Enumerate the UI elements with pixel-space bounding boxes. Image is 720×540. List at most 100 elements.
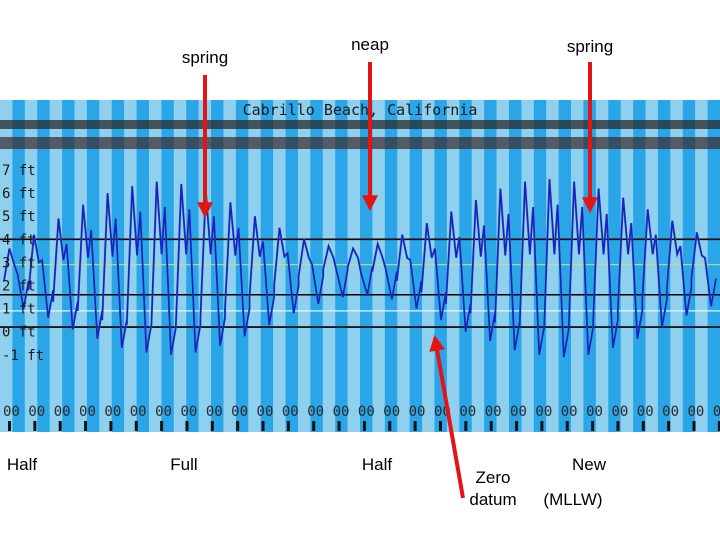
x-tick-mark [641,421,645,431]
x-tick-label: 00 [688,404,705,420]
stripe [99,100,113,432]
x-tick-label: 00 [28,404,45,420]
stripe [707,100,720,432]
top-label-neap: neap [351,35,389,54]
y-tick-label: 7 ft [2,163,36,179]
chart-title: Cabrillo Beach, California [243,101,478,119]
tide-series [2,179,718,358]
bottom-label-full: Full [170,455,197,474]
stripe [459,100,473,432]
x-tick-label: 00 [307,404,324,420]
x-tick-label: 00 [586,404,603,420]
x-tick-mark [413,421,417,431]
stripe [260,100,274,432]
x-tick-label: 00 [3,404,20,420]
stripe [124,100,137,432]
x-tick-mark [717,421,720,431]
x-tick-mark [109,421,113,431]
annotation-arrows [197,62,598,499]
x-tick-label: 00 [130,404,147,420]
stripe [148,100,162,432]
y-tick-label: -1 ft [2,348,44,364]
x-tick-mark [616,421,620,431]
x-tick-mark [160,421,164,431]
stripe [235,100,249,432]
bottom-label-half-left: Half [7,455,38,474]
stripe [397,100,410,432]
header-noise-row [0,137,720,149]
header-noise [0,120,720,149]
top-label-spring-left: spring [182,48,228,67]
stripe [12,100,26,432]
stripe [223,100,237,432]
stripe [310,100,324,432]
top-label-spring-right: spring [567,37,613,56]
stripe [322,100,336,432]
x-tick-label: 00 [282,404,299,420]
stripe [645,100,659,432]
stripe [248,100,261,432]
stripe [384,100,398,432]
stripe [446,100,460,432]
x-tick-label: 00 [180,404,197,420]
x-tick-label: 00 [79,404,96,420]
bottom-label-half-mid: Half [362,455,393,474]
x-tick-mark [591,421,595,431]
stripe [297,100,311,432]
x-tick-label: 00 [155,404,172,420]
x-tick-mark [438,421,442,431]
x-tick-mark [8,421,11,431]
stripe [546,100,559,432]
x-tick-mark [489,421,493,431]
stripe [571,100,584,432]
annotation-arrow [429,334,465,499]
stripe [608,100,621,432]
x-tick-label: 00 [54,404,71,420]
x-tick-mark [236,421,240,431]
x-tick-label: 00 [383,404,400,420]
x-tick-label: 00 [637,404,654,420]
x-tick-mark [667,421,671,431]
y-axis-ticks: 7 ft 6 ft 5 ft 4 ft 3 ft 2 ft 1 ft 0 ft -1 ft [2,163,44,364]
y-tick-label: 6 ft [2,186,36,202]
stripe [682,100,696,432]
x-tick-mark [515,421,519,431]
y-tick-label: 2 ft [2,279,36,295]
stripe [198,100,212,432]
bottom-label-zero-datum: Zero datum [469,468,516,509]
stripe [657,100,671,432]
stripe [484,100,497,432]
x-tick-mark [58,421,62,431]
x-tick-label: 00 [257,404,274,420]
x-tick-label: 00 [561,404,578,420]
x-tick-label: 00 [459,404,476,420]
x-tick-mark [464,421,468,431]
bottom-label-new: New [572,455,607,474]
y-tick-label: 3 ft [2,255,36,271]
x-tick-label: 00 [333,404,350,420]
x-tick-mark [286,421,290,431]
stripe [533,100,547,432]
x-tick-mark [33,421,37,431]
x-tick-label: 00 [485,404,502,420]
y-tick-label: 4 ft [2,232,36,248]
stripe [347,100,361,432]
x-tick-mark [261,421,265,431]
stripe [409,100,423,432]
x-tick-label: 00 [535,404,552,420]
bottom-label-mllw: (MLLW) [543,490,602,509]
x-tick-label: 00 [409,404,426,420]
x-tick-mark [185,421,189,431]
stripe [583,100,597,432]
x-tick-mark [388,421,392,431]
stripe [670,100,684,432]
x-axis-ticks: 00 00 00 00 00 00 00 00 00 00 00 00 00 00 00 00 00 00 00 00… [3,404,720,431]
stripe [372,100,386,432]
x-tick-label: 00 [104,404,121,420]
x-tick-mark [84,421,88,431]
x-tick-mark [540,421,544,431]
x-tick-label: 00 [713,404,720,420]
stripe [173,100,187,432]
x-tick-label: 00 [510,404,527,420]
